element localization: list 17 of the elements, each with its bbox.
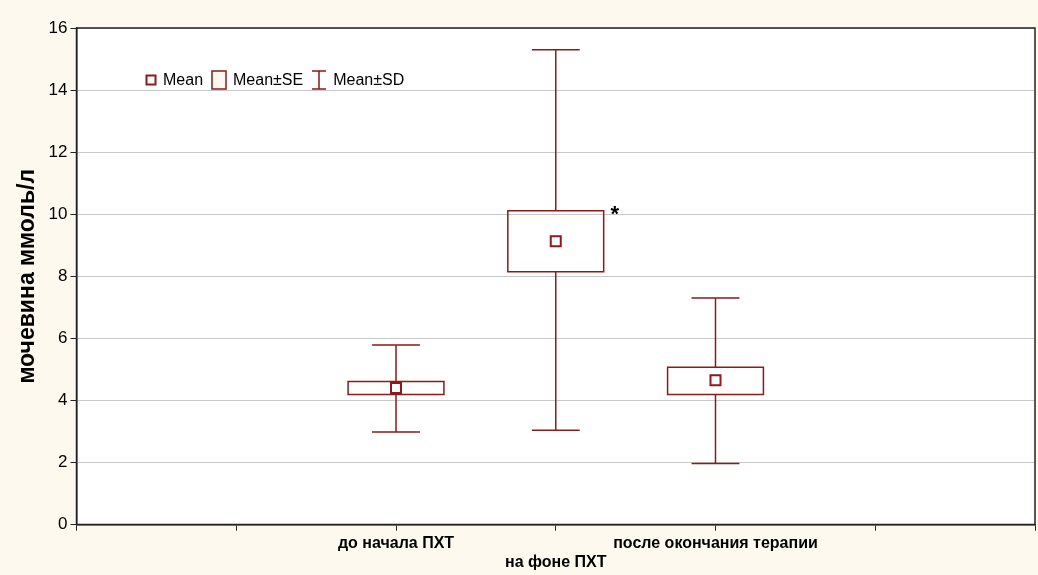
y-tick-label: 2 [58,452,68,472]
y-tick-label: 14 [48,79,68,99]
y-tick-label: 10 [48,203,68,223]
y-tick-label: 12 [48,141,68,161]
annotation: Mean±SE [233,71,304,89]
y-tick-label: 6 [58,328,68,348]
annotation: Mean [163,71,204,89]
y-tick-label: 16 [48,17,68,37]
y-tick-label: 4 [58,390,68,410]
annotation: * [610,201,620,227]
y-tick-label: 8 [58,265,68,285]
x-tick-label: после окончания терапии [613,533,818,551]
x-tick-label: на фоне ПХТ [504,552,607,570]
x-tick-label: до начала ПХТ [337,533,455,551]
y-axis-title: мочевина ммоль/л [13,168,40,384]
y-tick-label: 0 [58,514,68,534]
annotation: Mean±SD [333,71,405,89]
